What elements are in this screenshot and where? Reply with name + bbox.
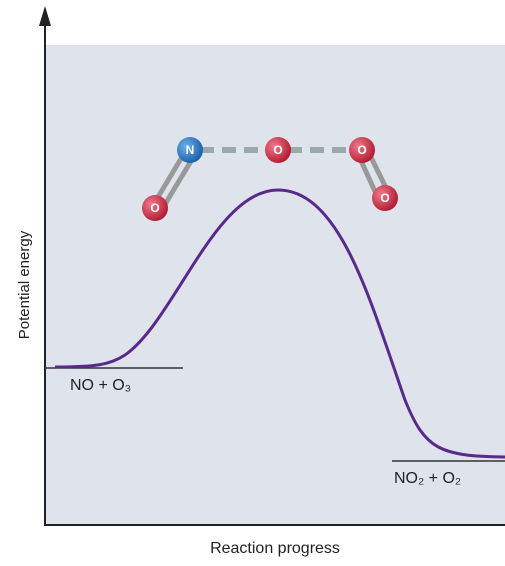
y-axis-arrow xyxy=(39,6,51,26)
atom-label: O xyxy=(380,191,389,205)
x-axis-label: Reaction progress xyxy=(210,540,340,557)
plot-background xyxy=(45,45,505,525)
product-label: NO₂ + O₂ xyxy=(394,470,461,487)
atom-label: O xyxy=(273,143,282,157)
atom-label: O xyxy=(150,201,159,215)
y-axis-label: Potential energy xyxy=(16,230,33,339)
reactant-label: NO + O₃ xyxy=(70,377,131,394)
energy-diagram: Potential energy Reaction progress NO + … xyxy=(0,0,505,566)
atom-label: O xyxy=(357,143,366,157)
page: {"axes": {"y_label": "Potential energy",… xyxy=(0,0,505,566)
atom-label: N xyxy=(186,143,195,157)
